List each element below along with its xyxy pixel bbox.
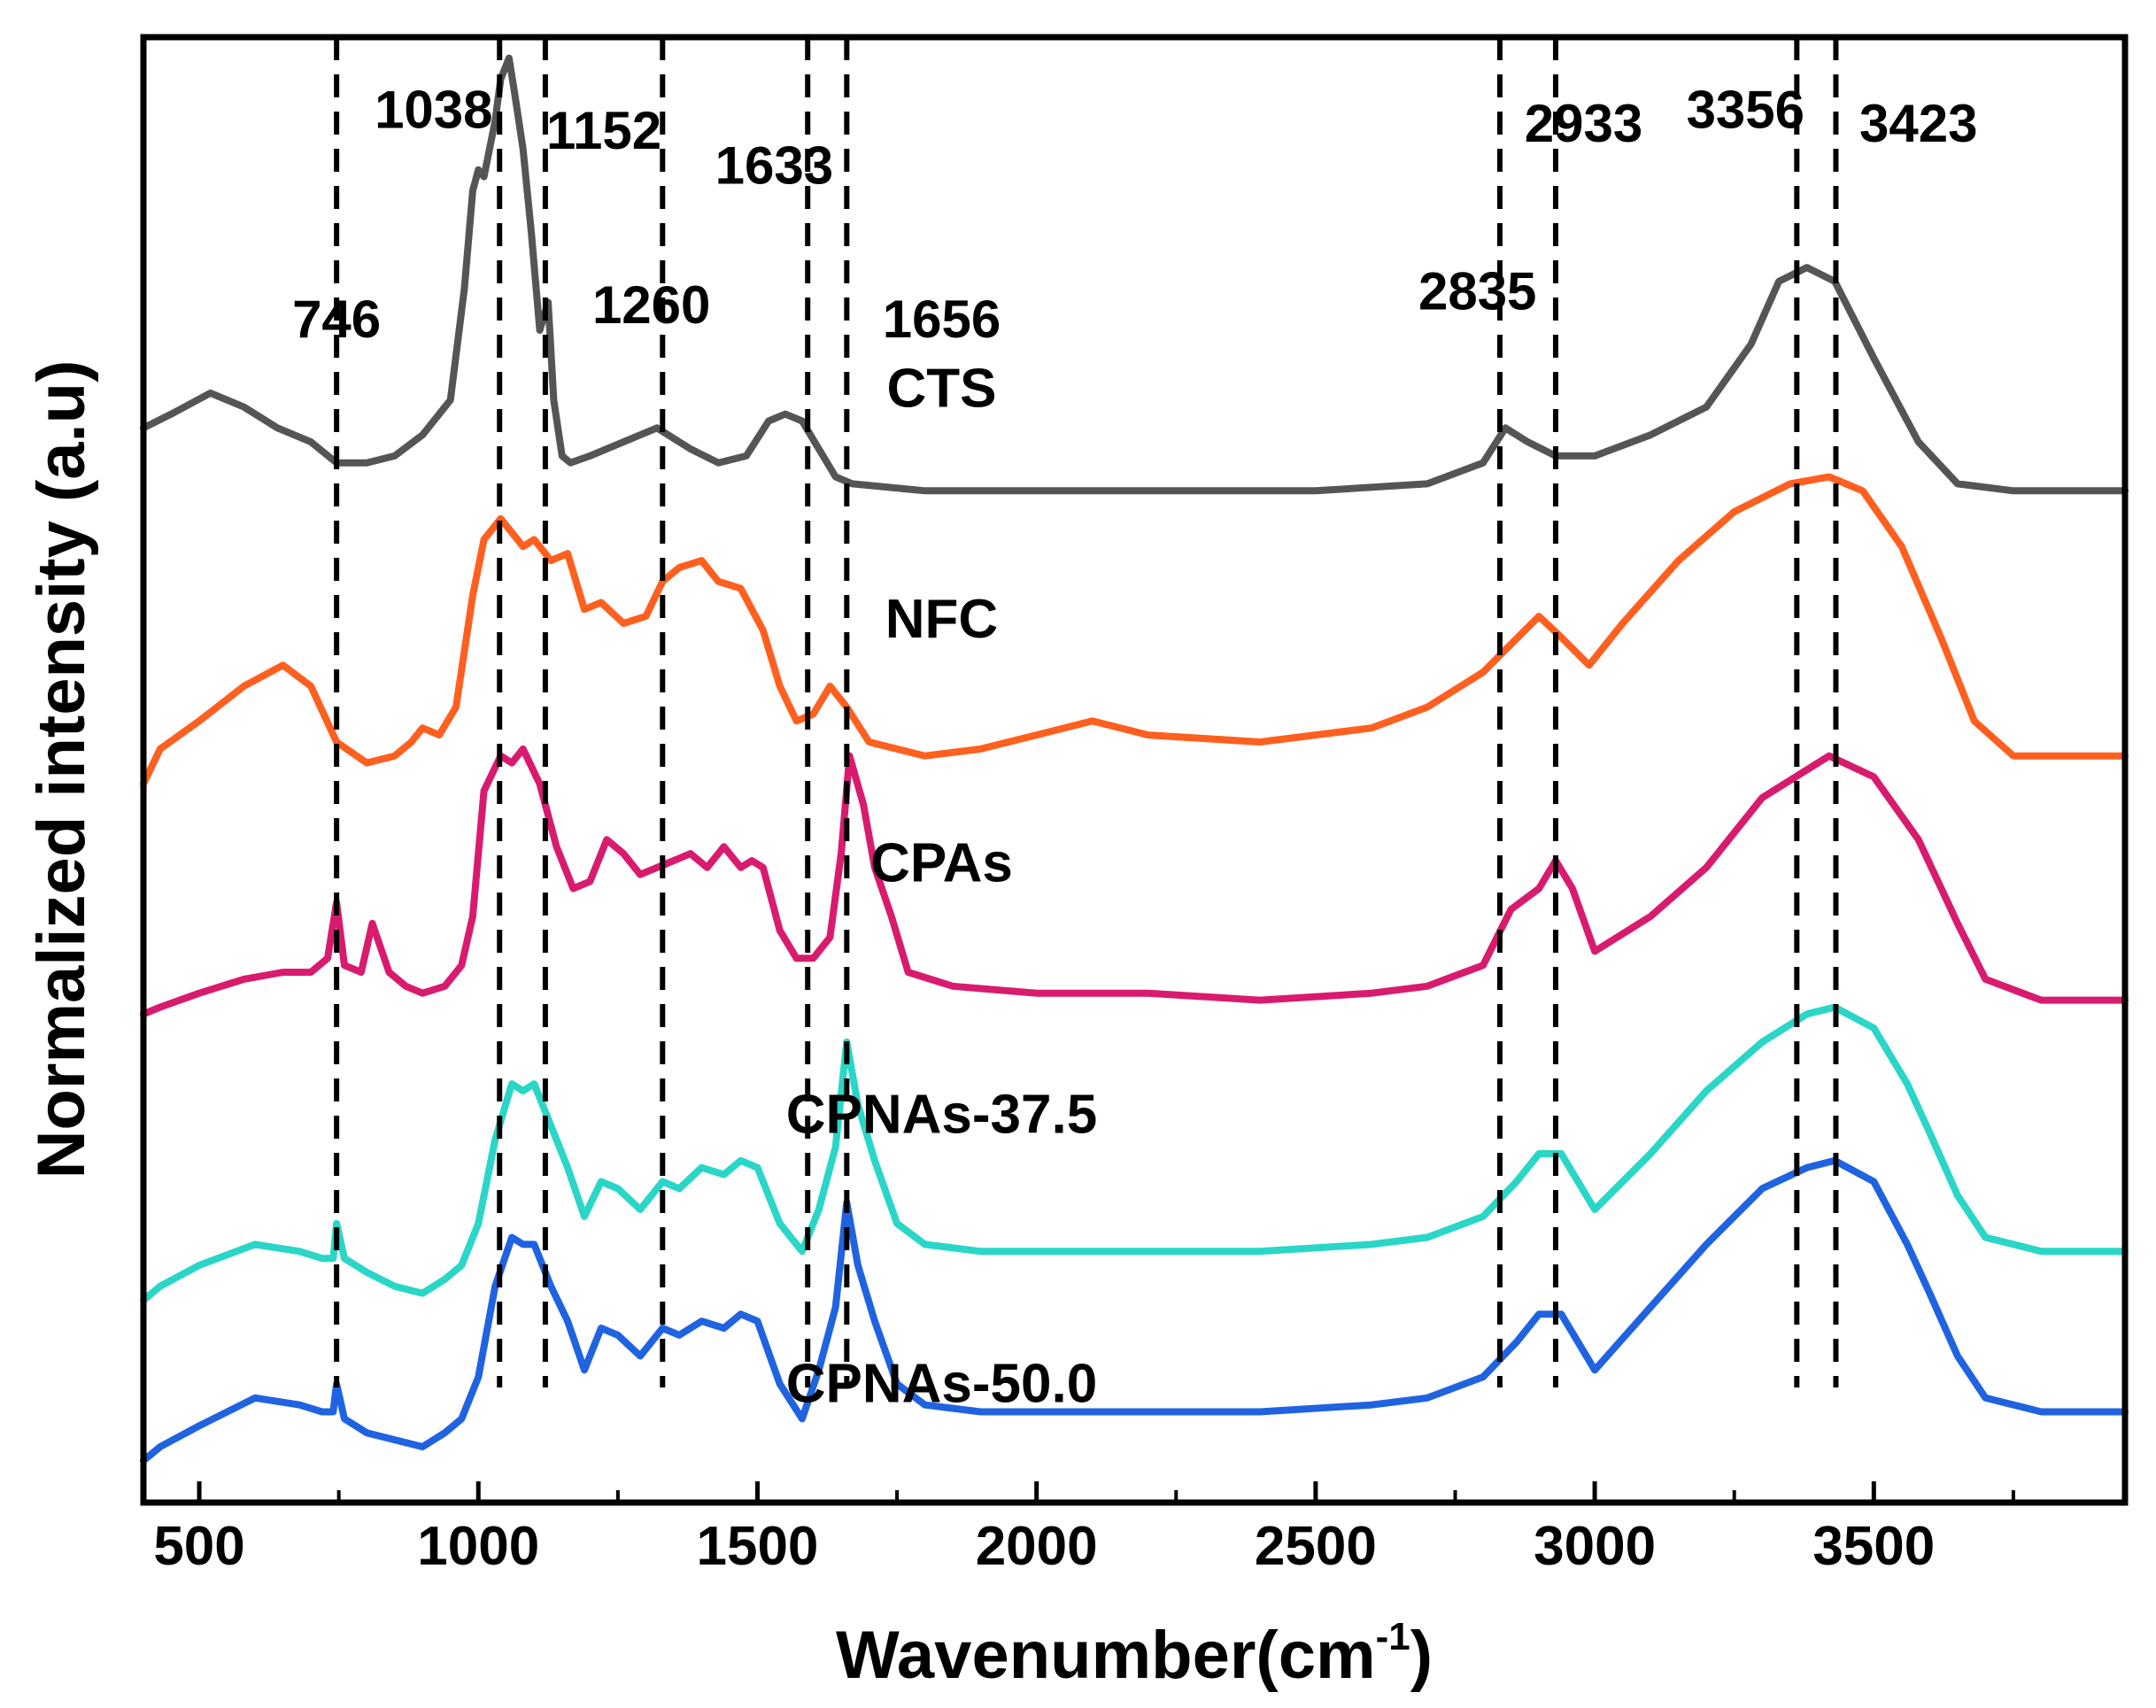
- x-tick-label: 3000: [1534, 1516, 1656, 1577]
- series-line-cpnas-50-0: [140, 1156, 2129, 1465]
- series-label-cts: CTS: [887, 359, 997, 420]
- series-label-cpnas-37-5: CPNAs-37.5: [786, 1084, 1097, 1145]
- peak-label-3423: 3423: [1859, 94, 1977, 153]
- x-tick-label: 2500: [1255, 1516, 1377, 1577]
- x-tick-label: 1000: [417, 1516, 539, 1577]
- peak-label-1633: 1633: [715, 136, 833, 196]
- peak-label-1260: 1260: [592, 275, 710, 335]
- series-line-cpnas-37-5: [140, 1003, 2129, 1304]
- y-axis-title: Normalized intensity (a.u): [24, 360, 99, 1179]
- x-tick-label: 500: [153, 1516, 244, 1577]
- x-axis: 500 1000 1500 2000 2500 3000 3500: [153, 1481, 2015, 1577]
- x-tick-label: 2000: [976, 1516, 1098, 1577]
- x-tick-label: 1500: [696, 1516, 818, 1577]
- peak-label-1656: 1656: [883, 290, 1001, 349]
- series-label-cpas: CPAs: [870, 833, 1013, 894]
- series-label-cpnas-50-0: CPNAs-50.0: [786, 1354, 1097, 1415]
- peak-label-1038: 1038: [375, 80, 492, 139]
- x-axis-title-superscript: -1: [1376, 1615, 1410, 1658]
- peak-label-2835: 2835: [1418, 261, 1536, 321]
- peak-label-746: 746: [292, 290, 381, 349]
- labels-layer: 746 1038 1152 1260 1633 1656 2835 2933 3356 3423 C…: [292, 80, 1977, 1414]
- plot-frame: [140, 34, 2129, 1506]
- series-line-cpas: [140, 745, 2129, 1018]
- peak-label-1152: 1152: [546, 101, 661, 160]
- x-axis-title: Wavenumber(cm-1): [836, 1615, 1433, 1693]
- series-label-nfc: NFC: [885, 589, 998, 650]
- series-layer: [140, 54, 2129, 1465]
- x-axis-title-text: Wavenumber(cm: [836, 1618, 1376, 1693]
- series-line-nfc: [140, 473, 2129, 788]
- peak-lines-layer: [334, 37, 1839, 1387]
- peak-label-2933: 2933: [1525, 94, 1642, 153]
- x-tick-label: 3500: [1812, 1516, 1935, 1577]
- series-line-cts: [140, 54, 2129, 495]
- x-axis-title-close: ): [1410, 1618, 1433, 1693]
- peak-label-3356: 3356: [1687, 80, 1804, 139]
